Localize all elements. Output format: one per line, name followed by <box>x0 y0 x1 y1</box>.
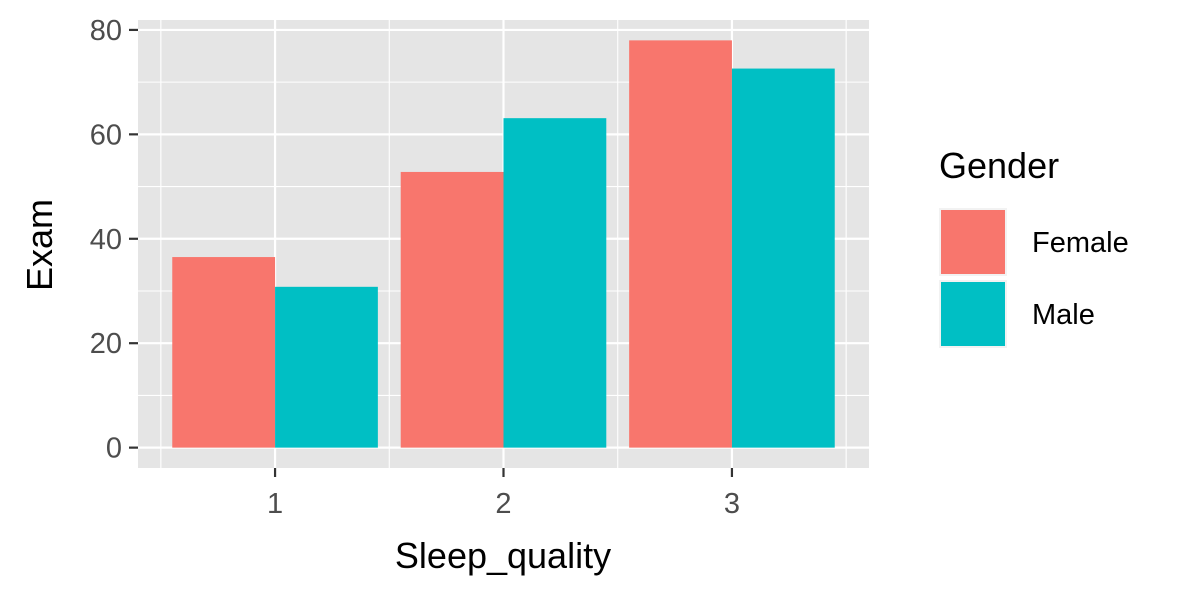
y-axis-title: Exam <box>19 199 60 291</box>
legend-swatch-female <box>941 210 1005 274</box>
axes: 0 20 40 60 80 1 2 3 <box>90 15 740 520</box>
legend: Gender Female Male <box>939 145 1129 348</box>
bar-female-1 <box>172 257 276 448</box>
y-tick-label: 20 <box>90 328 122 360</box>
bar-male-1 <box>275 286 378 448</box>
bar-female-2 <box>400 171 504 448</box>
x-tick-label: 3 <box>724 488 740 520</box>
y-tick-label: 40 <box>90 224 122 256</box>
x-axis-title: Sleep_quality <box>395 535 611 576</box>
bar-female-3 <box>629 40 732 448</box>
legend-label-female: Female <box>1032 227 1129 259</box>
y-tick-label: 80 <box>90 15 122 47</box>
legend-swatch-male <box>941 282 1005 346</box>
x-tick-label: 1 <box>267 488 283 520</box>
bars <box>172 40 835 448</box>
legend-items: Female Male <box>939 208 1129 348</box>
bar-male-2 <box>503 118 607 448</box>
x-tick-label: 2 <box>495 488 511 520</box>
y-tick-label: 60 <box>90 119 122 151</box>
legend-title: Gender <box>939 145 1059 186</box>
y-tick-label: 0 <box>106 433 122 465</box>
bar-male-3 <box>731 68 835 448</box>
legend-label-male: Male <box>1032 299 1095 331</box>
